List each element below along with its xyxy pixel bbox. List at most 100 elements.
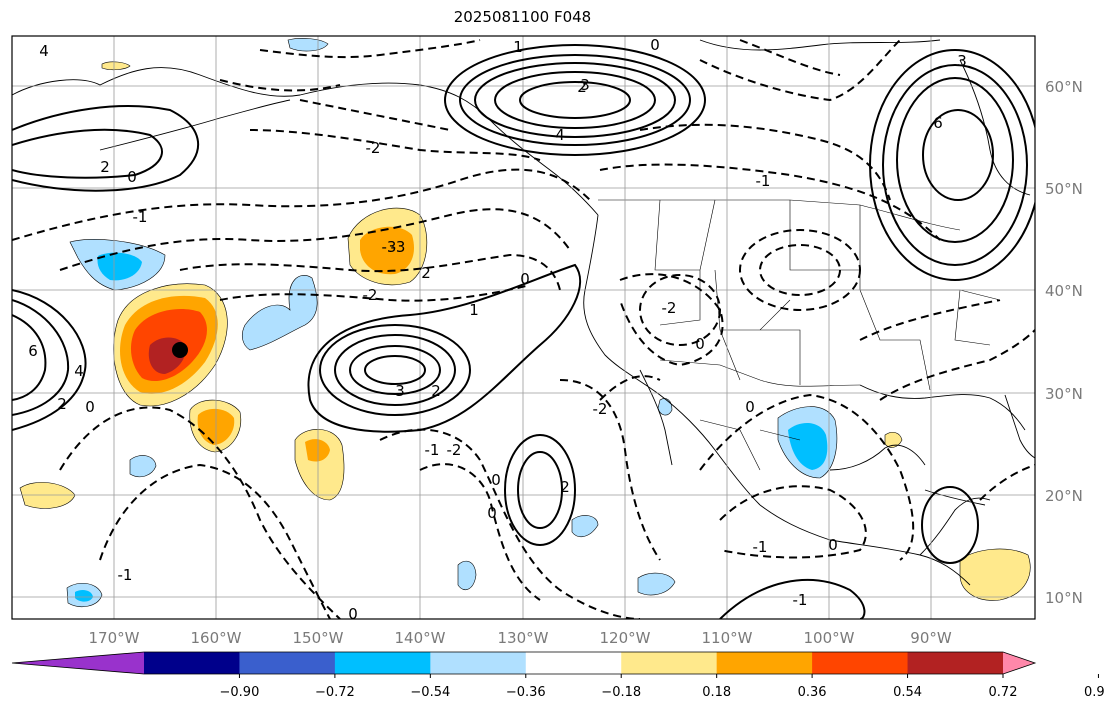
- contour-label: 0: [487, 504, 497, 522]
- high-center-contour: [319, 324, 471, 416]
- florida: [1004, 394, 1035, 459]
- colorbar: −0.90 −0.72 −0.54 −0.36 −0.18 0.18 0.36 0.54 0.7…: [11, 651, 1105, 700]
- contour-label: -2: [662, 299, 677, 317]
- positive-anomaly-patch: [101, 61, 131, 71]
- positive-contours: [12, 44, 1035, 619]
- aleutian-chain: [99, 99, 291, 151]
- contour-label: -1: [753, 538, 768, 556]
- contour-label: 4: [555, 126, 565, 144]
- colorbar-tick-label: −0.54: [410, 685, 450, 700]
- colorbar-tick-label: 0.72: [989, 685, 1018, 700]
- negative-contour-line: [739, 39, 841, 76]
- negative-anomaly-patch: [97, 252, 142, 281]
- lon-label-90w: 90°W: [910, 629, 952, 647]
- negative-anomaly-patch: [788, 423, 828, 470]
- gulf-alaska-high-contour: [474, 62, 676, 138]
- contour-label: -3: [391, 238, 406, 256]
- negative-contour-line: [379, 428, 641, 619]
- contour-label: 3: [957, 52, 967, 70]
- baja-california: [639, 369, 673, 466]
- contour-label: 0: [650, 36, 660, 54]
- contour-label: 6: [28, 342, 38, 360]
- colorbar-tick-label: 0.36: [798, 685, 827, 700]
- colorbar-bin: [430, 652, 527, 674]
- map-title: 2025081100 F048: [453, 8, 592, 26]
- colorbar-tick-label: −0.18: [601, 685, 641, 700]
- lon-label-100w: 100°W: [804, 629, 855, 647]
- negative-contour-line: [699, 393, 915, 561]
- contour-label: -3: [382, 238, 397, 256]
- latitude-labels: 60°N 50°N 40°N 30°N 20°N 10°N: [1045, 78, 1083, 607]
- negative-contour-line: [979, 464, 1035, 501]
- negative-contour-line: [219, 284, 531, 302]
- negative-contour-line: [599, 163, 941, 241]
- colorbar-bin: [144, 652, 240, 674]
- west-coast-usa: [583, 214, 761, 506]
- negative-contour-line: [419, 463, 541, 601]
- colorbar-tick-label: 0.18: [702, 685, 731, 700]
- contour-label: 0: [695, 335, 705, 353]
- gulf-alaska-high-contour: [519, 81, 631, 119]
- colorbar-bin: [525, 652, 622, 674]
- contour-label: 2: [100, 158, 110, 176]
- lat-label-40n: 40°N: [1045, 282, 1083, 300]
- hudson-high-contour: [896, 77, 1014, 243]
- negative-contour-line: [559, 379, 661, 561]
- negative-contour-line: [99, 463, 331, 619]
- colorbar-tick-label: −0.36: [506, 685, 546, 700]
- high-center-contour: [364, 355, 426, 385]
- canada-arctic-coast: [699, 39, 941, 51]
- negative-contour-line: [59, 208, 571, 271]
- lon-label-170w: 170°W: [89, 629, 140, 647]
- contour-label: 1: [469, 301, 479, 319]
- colorbar-bin: [716, 652, 813, 674]
- positive-anomaly-patch: [360, 226, 415, 275]
- negative-contour-line: [739, 229, 861, 311]
- storm-center-dot: [172, 342, 188, 358]
- high-center-contour: [349, 345, 441, 395]
- coastlines: [12, 39, 1035, 586]
- high-center-contour: [334, 334, 456, 406]
- negative-contour-line: [299, 99, 451, 131]
- colorbar-tick-label: 0.54: [893, 685, 922, 700]
- negative-anomaly-patch: [457, 560, 477, 591]
- us-canada-border: [598, 199, 961, 231]
- negative-contour-line: [179, 253, 561, 291]
- contour-label: 6: [933, 114, 943, 132]
- west-edge-contour: [12, 314, 47, 401]
- negative-contours: [12, 39, 1035, 619]
- colorbar-bin: [907, 652, 1004, 674]
- negative-contour-line: [59, 406, 341, 619]
- contour-label: 1: [513, 38, 523, 56]
- contour-label: -2: [366, 139, 381, 157]
- contour-label: 4: [39, 42, 49, 60]
- contour-label: 0: [745, 398, 755, 416]
- hudson-high-contour: [882, 64, 1028, 266]
- gulf-coast: [859, 384, 1026, 431]
- negative-contour-line: [259, 39, 481, 59]
- mexico-coast: [759, 504, 971, 586]
- southern-high-contour: [504, 434, 576, 546]
- lat-label-30n: 30°N: [1045, 385, 1083, 403]
- contour-label: 2: [560, 478, 570, 496]
- negative-contour-line: [639, 274, 721, 346]
- caribbean-contour: [921, 486, 979, 564]
- contour-label: -1: [793, 591, 808, 609]
- gulf-alaska-high-contour: [459, 54, 691, 146]
- contour-label: 4: [74, 362, 84, 380]
- negative-contour-line: [249, 129, 541, 161]
- negative-contour-line: [719, 485, 867, 559]
- positive-anomaly-patch: [305, 439, 330, 462]
- north-west-contour: [12, 128, 163, 179]
- colorbar-extend-high: [1003, 652, 1035, 674]
- hudson-bay: [959, 59, 1031, 196]
- colorbar-tick-label: −0.90: [220, 685, 260, 700]
- contour-label: 0: [85, 398, 95, 416]
- contour-label: 0: [828, 536, 838, 554]
- gulf-alaska-high-contour: [444, 44, 706, 156]
- negative-contour-line: [859, 299, 1001, 341]
- negative-anomaly-patch: [637, 572, 676, 596]
- lon-label-130w: 130°W: [498, 629, 549, 647]
